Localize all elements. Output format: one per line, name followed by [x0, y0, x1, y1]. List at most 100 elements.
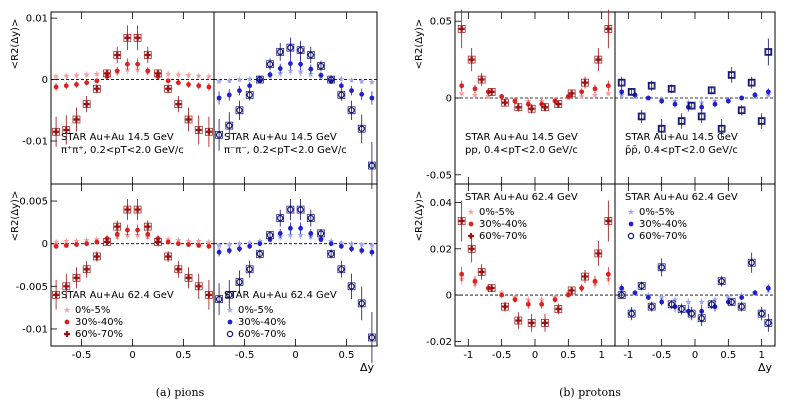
systematic-box [487, 88, 496, 96]
x-tick-label: 0.5 [560, 350, 576, 361]
marker-cross [134, 34, 141, 41]
systematic-box [255, 250, 264, 258]
y-tick-label: 0 [42, 239, 48, 250]
marker-open-square [748, 79, 755, 86]
marker-cross [205, 128, 212, 135]
marker-circle [227, 319, 233, 325]
series-30%-40% [619, 88, 771, 112]
marker-open-circle [236, 278, 243, 286]
marker-open-circle [718, 278, 725, 285]
marker-circle [472, 86, 478, 92]
marker-circle [632, 290, 638, 296]
y-tick-label: -0.05 [426, 170, 452, 181]
marker-cross [185, 274, 192, 281]
marker-cross [488, 88, 495, 95]
marker-circle [659, 299, 665, 305]
marker-open-circle [256, 250, 264, 258]
marker-open-square [638, 113, 645, 120]
marker-open-circle [765, 319, 772, 327]
marker-circle [257, 241, 263, 247]
marker-circle [725, 98, 731, 104]
marker-star [368, 241, 376, 249]
x-axis-label: Δy [360, 361, 375, 374]
panel-protons-14-antipp: STAR Au+Au 14.5 GeV p̄p̄, 0.4<pT<2.0 GeV/… [614, 11, 776, 185]
marker-cross [104, 70, 111, 77]
systematic-box [174, 265, 183, 274]
marker-open-square [648, 82, 655, 89]
systematic-box [317, 229, 325, 238]
panel-protons-62-antipp: -1 -0.5 0 0.5 1Δy STAR Au+Au 62.4 GeV 0%-5%30%… [614, 183, 776, 374]
marker-open-circle [728, 298, 735, 306]
systematic-box [541, 319, 549, 327]
systematic-box [52, 290, 60, 299]
systematic-box [487, 284, 496, 292]
marker-cross [568, 90, 575, 97]
marker-circle [308, 231, 314, 236]
marker-star [368, 78, 376, 85]
marker-star [246, 75, 253, 82]
marker-circle [765, 89, 771, 95]
systematic-box [306, 214, 315, 222]
marker-open-circle [627, 232, 635, 240]
systematic-box [727, 71, 736, 79]
marker-cross [458, 218, 465, 225]
marker-star [185, 237, 192, 244]
panel-frame [213, 11, 378, 185]
systematic-box [617, 291, 626, 299]
marker-star [164, 70, 172, 77]
marker-circle [247, 243, 253, 249]
systematic-box [594, 55, 603, 64]
systematic-box [306, 51, 315, 59]
systematic-box [113, 51, 122, 59]
systematic-box [457, 25, 466, 33]
systematic-box [347, 282, 356, 291]
systematic-box [357, 299, 366, 308]
x-tick-label: 0 [532, 350, 538, 361]
systematic-box [757, 117, 766, 125]
marker-cross [478, 268, 485, 275]
series-60%-70% [457, 200, 613, 332]
series-0%-5% [52, 65, 213, 80]
y-axis-label: <R2(Δy)> [10, 19, 21, 70]
marker-open-circle [266, 231, 274, 239]
marker-circle [74, 242, 79, 247]
systematic-box [687, 309, 696, 318]
marker-open-circle [338, 266, 345, 273]
systematic-box [677, 305, 686, 313]
marker-circle [135, 227, 140, 233]
systematic-box [657, 263, 666, 272]
marker-star [195, 237, 202, 244]
panel-protons-14-pp: 0.05 0 -0.05 <R2(Δy)> STAR Au+Au 14.5 GeV pp,… [414, 9, 616, 185]
marker-open-square [688, 102, 695, 109]
marker-star [205, 73, 213, 80]
marker-star [685, 298, 692, 305]
marker-circle [186, 82, 191, 87]
marker-open-square [698, 113, 705, 120]
systematic-box [747, 258, 756, 267]
marker-circle [349, 88, 354, 94]
x-axis-label: Δy [758, 361, 773, 374]
marker-star [287, 67, 294, 74]
systematic-box [647, 302, 656, 311]
marker-circle [645, 95, 651, 101]
systematic-box [296, 205, 305, 214]
marker-cross [114, 52, 121, 58]
x-tick-label: -1 [463, 350, 473, 361]
series-30%-40% [216, 222, 375, 257]
marker-circle [135, 61, 140, 67]
panel-protons-62-pp: -1 -0.5 0 0.5 1 0.04 0.02 0 -0.02 <R2(Δy)> STAR Au… [414, 183, 616, 361]
systematic-box [133, 33, 142, 42]
systematic-box [667, 300, 676, 309]
marker-cross [53, 128, 60, 135]
marker-star [698, 99, 705, 106]
systematic-box [215, 131, 223, 139]
marker-circle [145, 231, 151, 237]
marker-star [73, 71, 80, 79]
series-0%-5% [458, 89, 612, 104]
marker-cross [165, 85, 172, 92]
marker-cross [502, 99, 508, 106]
marker-circle [499, 292, 505, 298]
marker-star [645, 291, 652, 298]
marker-circle [226, 248, 232, 253]
y-tick-label: -0.02 [426, 337, 452, 348]
